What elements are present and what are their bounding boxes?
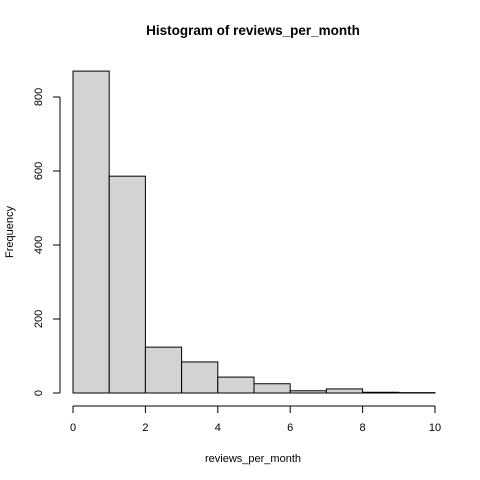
y-tick-label: 800 [33,88,45,106]
histogram-bar-4-5 [217,376,255,394]
histogram-bar-2-3 [144,346,183,394]
y-axis-label: Frequency [4,206,16,258]
histogram-bars [72,70,436,394]
y-axis: 0 200 400 600 800 [33,88,61,396]
x-tick-label: 2 [142,422,148,434]
histogram-bar-6-7 [289,390,327,394]
histogram-bar-8-9 [362,391,400,394]
x-tick-label: 4 [215,422,221,434]
x-tick-label: 8 [360,422,366,434]
x-axis: 0 2 4 6 8 10 [70,405,441,434]
histogram-bar-5-6 [253,383,291,394]
y-tick-label: 200 [33,310,45,328]
histogram-bar-7-8 [325,388,364,394]
x-tick-label: 0 [70,422,76,434]
histogram-bar-1-2 [108,175,146,394]
histogram-bar-0-1 [72,70,110,394]
x-tick-label: 10 [429,422,441,434]
y-tick-label: 0 [33,390,45,396]
chart-title: Histogram of reviews_per_month [146,23,360,38]
x-tick-label: 6 [287,422,293,434]
x-axis-label: reviews_per_month [205,453,301,465]
y-tick-label: 400 [33,236,45,254]
y-tick-label: 600 [33,162,45,180]
histogram-bar-3-4 [181,361,219,394]
